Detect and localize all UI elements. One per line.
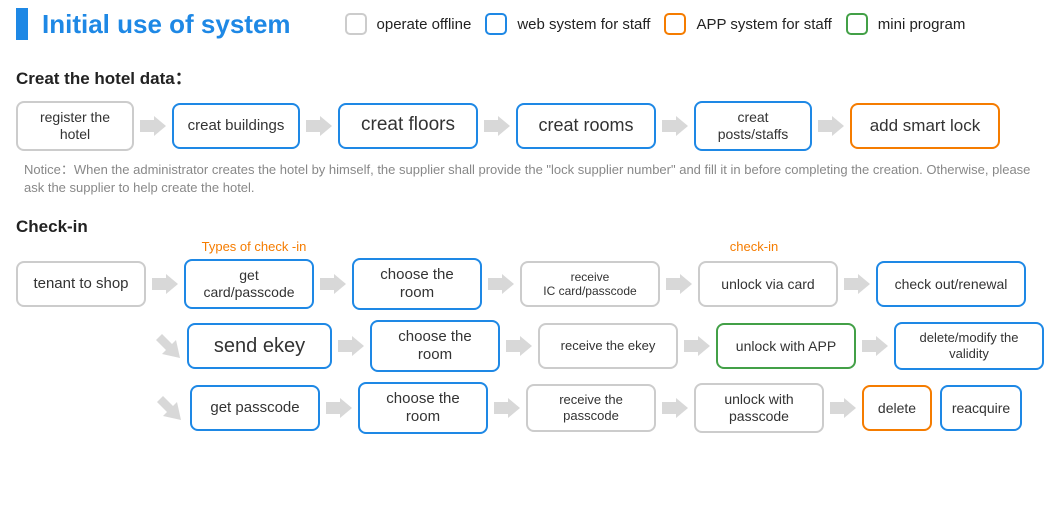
arrow-diag-icon	[154, 332, 181, 360]
checkin-0-1: choose the room	[352, 258, 482, 310]
checkin-0-3: unlock via card	[698, 261, 838, 307]
arrow-icon	[488, 274, 514, 294]
checkin-0-4: check out/renewal	[876, 261, 1026, 307]
hotel-data-row: register the hotel creat buildings creat f…	[16, 101, 1044, 151]
arrow-icon	[844, 274, 870, 294]
legend-label-app: APP system for staff	[696, 16, 831, 33]
checkin-row-2: get passcode choose the room receive the p…	[154, 382, 1044, 434]
legend-web: web system for staff	[485, 13, 650, 35]
checkin-row-0: tenant to shop get card/passcode choose t…	[16, 258, 1044, 310]
arrow-icon	[326, 398, 352, 418]
arrow-icon	[506, 336, 532, 356]
checkin-2-1: choose the room	[358, 382, 488, 434]
checkin-1-0: send ekey	[187, 323, 332, 369]
arrow-icon	[662, 398, 688, 418]
checkin-2-3: unlock with passcode	[694, 383, 824, 433]
section1-notice: Notice：When the administrator creates th…	[24, 161, 1036, 197]
checkin-1-4: delete/modify the validity	[894, 322, 1044, 369]
tenant-to-shop: tenant to shop	[16, 261, 146, 307]
checkin-2-2: receive the passcode	[526, 384, 656, 431]
checkin-2-4: delete	[862, 385, 932, 431]
checkin-2-5: reacquire	[940, 385, 1022, 431]
checkin-0-0: get card/passcode	[184, 259, 314, 309]
arrow-icon	[494, 398, 520, 418]
arrow-icon	[662, 116, 688, 136]
legend-box-app	[664, 13, 686, 35]
legend-box-web	[485, 13, 507, 35]
checkin-1-1: choose the room	[370, 320, 500, 372]
checkin-1-3: unlock with APP	[716, 323, 856, 369]
legend-label-offline: operate offline	[377, 16, 472, 33]
header: Initial use of system operate offline we…	[16, 8, 1044, 40]
hotel-step-1: creat buildings	[172, 103, 300, 149]
arrow-icon	[684, 336, 710, 356]
legend-box-offline	[345, 13, 367, 35]
arrow-icon	[666, 274, 692, 294]
checkin-1-2: receive the ekey	[538, 323, 678, 369]
arrow-icon	[862, 336, 888, 356]
arrow-icon	[484, 116, 510, 136]
legend-label-web: web system for staff	[517, 16, 650, 33]
arrow-icon	[306, 116, 332, 136]
legend-box-mini	[846, 13, 868, 35]
arrow-icon	[152, 274, 178, 294]
legend-mini: mini program	[846, 13, 966, 35]
arrow-icon	[830, 398, 856, 418]
legend-app: APP system for staff	[664, 13, 831, 35]
page-title: Initial use of system	[42, 9, 291, 40]
arrow-icon	[320, 274, 346, 294]
section1-title: Creat the hotel data：	[16, 64, 1044, 89]
checkin-0-2: receive IC card/passcode	[520, 261, 660, 307]
arrow-icon	[818, 116, 844, 136]
types-of-checkin-label: Types of check -in	[184, 239, 324, 254]
hotel-step-0: register the hotel	[16, 101, 134, 151]
section2-title: Check-in	[16, 217, 1044, 237]
hotel-step-4: creat posts/staffs	[694, 101, 812, 151]
title-accent-bar	[16, 8, 28, 40]
checkin-label: check-in	[684, 239, 824, 254]
arrow-diag-icon	[154, 394, 184, 422]
hotel-step-5: add smart lock	[850, 103, 1000, 149]
legend-offline: operate offline	[345, 13, 472, 35]
delete-reacquire-pair: deletereacquire	[862, 385, 1022, 431]
legend-label-mini: mini program	[878, 16, 966, 33]
arrow-icon	[140, 116, 166, 136]
hotel-step-3: creat rooms	[516, 103, 656, 149]
checkin-row-1: send ekey choose the room receive the ekey…	[154, 320, 1044, 372]
checkin-block: Types of check -in check-in tenant to sh…	[16, 239, 1044, 434]
arrow-icon	[338, 336, 364, 356]
hotel-step-2: creat floors	[338, 103, 478, 149]
checkin-2-0: get passcode	[190, 385, 320, 431]
